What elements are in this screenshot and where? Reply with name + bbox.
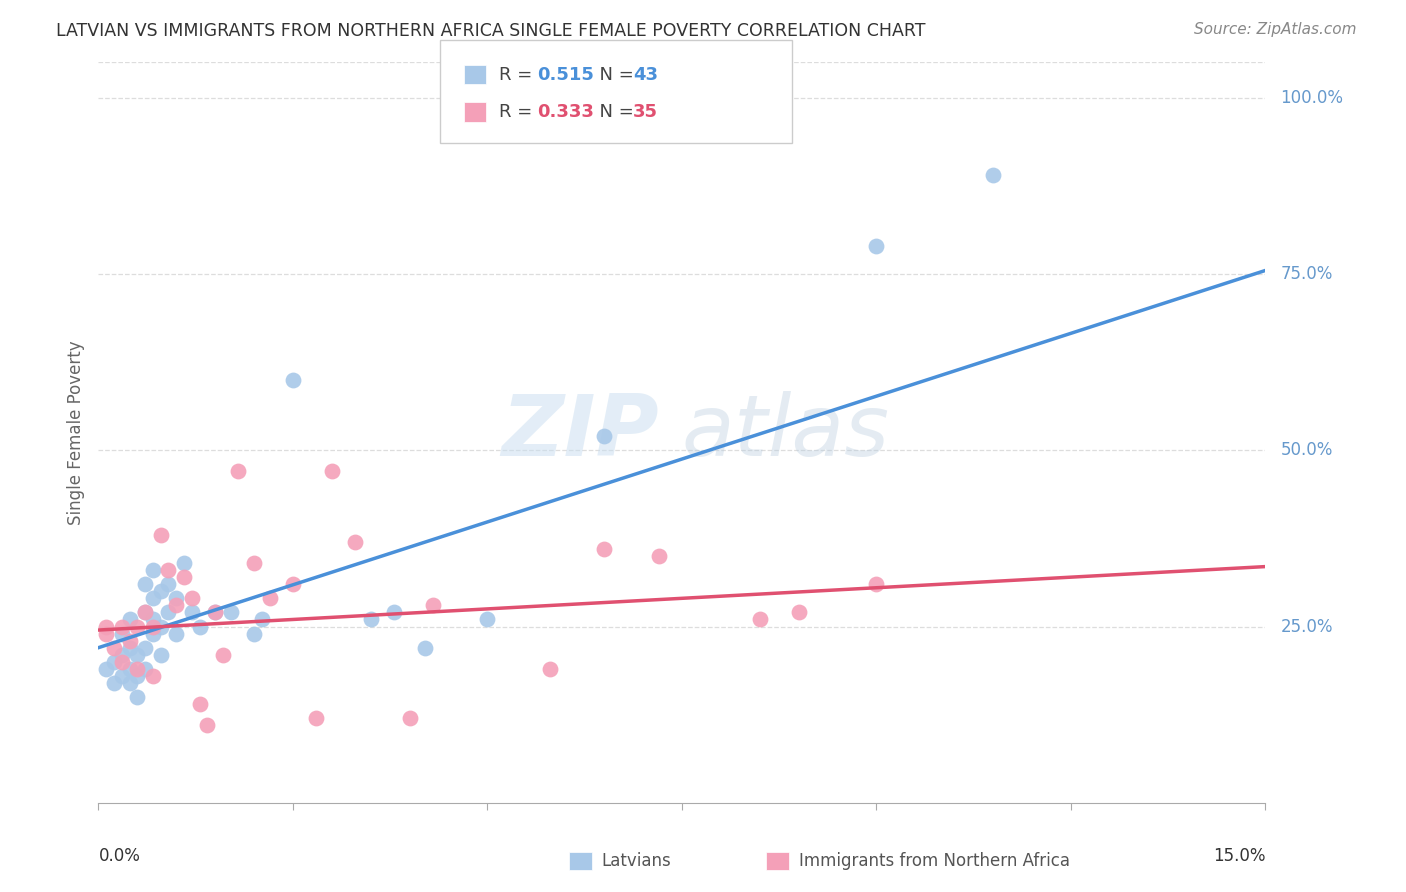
Point xyxy=(111,669,134,683)
Point xyxy=(96,626,118,640)
Point xyxy=(165,599,187,613)
Point xyxy=(593,429,616,443)
Point xyxy=(398,711,420,725)
Point xyxy=(118,662,141,676)
Point xyxy=(243,556,266,570)
Point xyxy=(142,563,165,577)
Point xyxy=(981,168,1004,182)
Point xyxy=(173,570,195,584)
Point xyxy=(787,606,810,620)
Point xyxy=(96,619,118,633)
Point xyxy=(173,556,195,570)
Text: 0.515: 0.515 xyxy=(537,66,593,84)
Point xyxy=(118,676,141,690)
Point xyxy=(142,619,165,633)
Point xyxy=(134,606,156,620)
Point xyxy=(127,619,149,633)
Point xyxy=(96,662,118,676)
Point xyxy=(647,549,669,563)
Point xyxy=(134,606,156,620)
Point xyxy=(250,612,273,626)
Point xyxy=(118,612,141,626)
Text: R =: R = xyxy=(499,66,538,84)
Point xyxy=(538,662,561,676)
Point xyxy=(360,612,382,626)
Text: 0.0%: 0.0% xyxy=(98,847,141,865)
Point xyxy=(142,591,165,606)
Point xyxy=(103,676,125,690)
Point xyxy=(281,373,304,387)
Point xyxy=(127,662,149,676)
Text: 35: 35 xyxy=(633,103,658,121)
Point xyxy=(259,591,281,606)
Point xyxy=(180,606,202,620)
Point xyxy=(281,577,304,591)
Point xyxy=(111,655,134,669)
Point xyxy=(134,577,156,591)
Text: N =: N = xyxy=(588,66,640,84)
Text: 50.0%: 50.0% xyxy=(1281,442,1333,459)
Point xyxy=(165,626,187,640)
Text: 25.0%: 25.0% xyxy=(1281,617,1333,635)
Text: N =: N = xyxy=(588,103,640,121)
Point xyxy=(118,640,141,655)
Point xyxy=(321,464,343,478)
Point xyxy=(212,648,235,662)
Point xyxy=(134,662,156,676)
Point xyxy=(219,606,242,620)
Point xyxy=(127,648,149,662)
Point xyxy=(748,612,770,626)
Text: atlas: atlas xyxy=(682,391,890,475)
Text: 15.0%: 15.0% xyxy=(1213,847,1265,865)
Point xyxy=(157,563,180,577)
Point xyxy=(134,640,156,655)
Text: Latvians: Latvians xyxy=(602,852,672,870)
Point xyxy=(180,591,202,606)
Point xyxy=(344,535,367,549)
Point xyxy=(305,711,328,725)
Text: LATVIAN VS IMMIGRANTS FROM NORTHERN AFRICA SINGLE FEMALE POVERTY CORRELATION CHA: LATVIAN VS IMMIGRANTS FROM NORTHERN AFRI… xyxy=(56,22,925,40)
Text: R =: R = xyxy=(499,103,538,121)
Point xyxy=(149,584,172,599)
Text: 0.333: 0.333 xyxy=(537,103,593,121)
Point xyxy=(165,591,187,606)
Text: Immigrants from Northern Africa: Immigrants from Northern Africa xyxy=(799,852,1070,870)
Point xyxy=(127,669,149,683)
Point xyxy=(204,606,226,620)
Point xyxy=(157,577,180,591)
Point xyxy=(157,606,180,620)
Point xyxy=(149,648,172,662)
Text: 75.0%: 75.0% xyxy=(1281,265,1333,283)
Point xyxy=(593,541,616,556)
Text: ZIP: ZIP xyxy=(501,391,658,475)
Point xyxy=(195,718,218,732)
Point xyxy=(422,599,444,613)
Point xyxy=(118,633,141,648)
Point xyxy=(103,655,125,669)
Point xyxy=(149,528,172,542)
Point xyxy=(382,606,405,620)
Point xyxy=(243,626,266,640)
Point xyxy=(188,697,211,711)
Point xyxy=(111,626,134,640)
Point xyxy=(142,612,165,626)
Point xyxy=(204,606,226,620)
Point xyxy=(188,619,211,633)
Y-axis label: Single Female Poverty: Single Female Poverty xyxy=(66,341,84,524)
Point xyxy=(865,577,887,591)
Point xyxy=(142,626,165,640)
Point xyxy=(111,619,134,633)
Point xyxy=(103,640,125,655)
Text: 100.0%: 100.0% xyxy=(1281,88,1344,107)
Point xyxy=(477,612,499,626)
Point xyxy=(127,690,149,704)
Point xyxy=(111,648,134,662)
Point xyxy=(865,239,887,253)
Text: Source: ZipAtlas.com: Source: ZipAtlas.com xyxy=(1194,22,1357,37)
Point xyxy=(228,464,250,478)
Point xyxy=(413,640,436,655)
Point xyxy=(149,619,172,633)
Text: 43: 43 xyxy=(633,66,658,84)
Point xyxy=(142,669,165,683)
